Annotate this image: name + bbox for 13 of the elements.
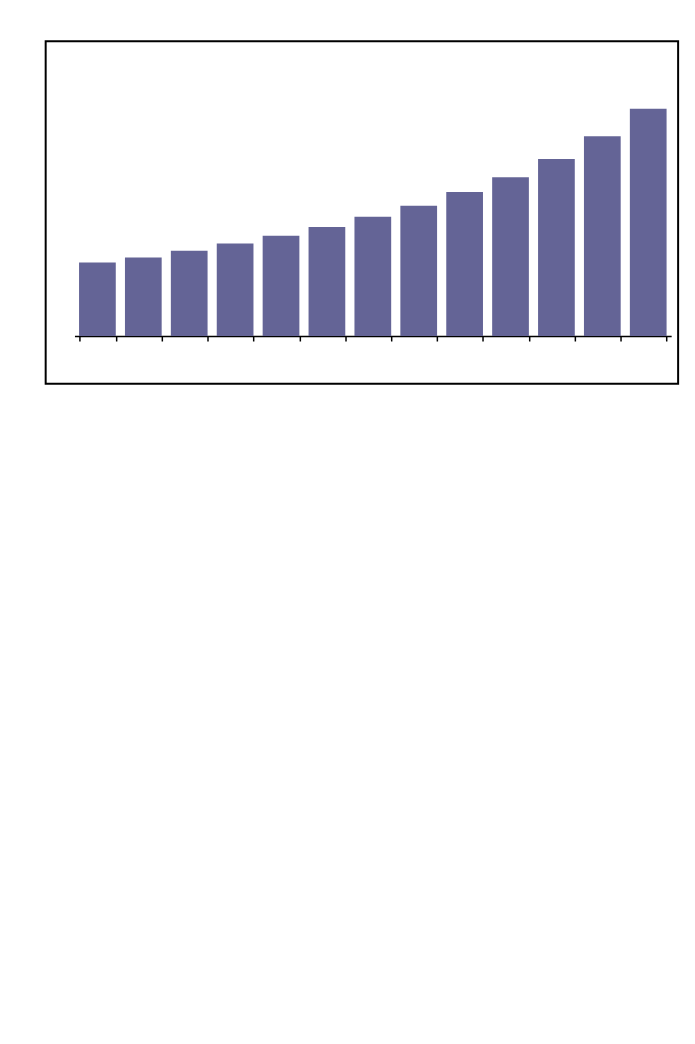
bar xyxy=(262,235,300,337)
bar xyxy=(79,262,116,337)
bar xyxy=(583,136,621,337)
bar xyxy=(538,158,575,337)
bar xyxy=(124,257,162,337)
bar xyxy=(354,216,392,337)
bar xyxy=(446,191,483,337)
bar xyxy=(216,243,254,337)
bar xyxy=(400,205,438,337)
bar xyxy=(308,226,346,337)
bar xyxy=(629,108,667,337)
bar xyxy=(492,177,529,337)
bar xyxy=(170,250,208,337)
